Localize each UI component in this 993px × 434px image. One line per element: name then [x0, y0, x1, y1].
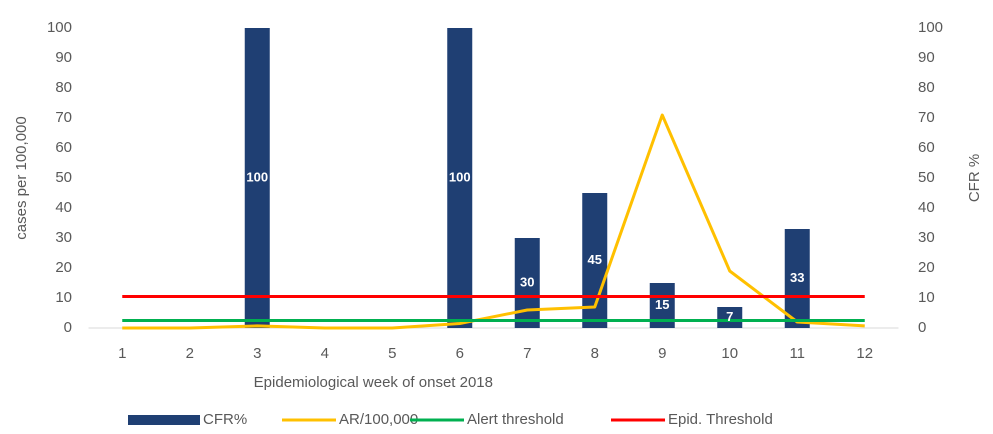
bar — [717, 307, 743, 328]
bar — [447, 28, 473, 328]
data-label: 100 — [246, 169, 268, 184]
x-tick-label: 8 — [591, 345, 599, 362]
data-label: 100 — [449, 169, 471, 184]
y2-tick-label: 20 — [918, 259, 935, 276]
data-label: 7 — [726, 309, 733, 324]
legend-label: Alert threshold — [467, 411, 564, 428]
y-tick-label: 60 — [55, 139, 72, 156]
y2-tick-label: 90 — [918, 49, 935, 66]
data-label: 33 — [790, 270, 804, 285]
x-tick-label: 9 — [658, 345, 666, 362]
y2-axis-title: CFR % — [966, 154, 983, 202]
legend-label: Epid. Threshold — [668, 411, 773, 428]
x-tick-label: 11 — [789, 345, 805, 362]
y2-tick-label: 100 — [918, 19, 943, 36]
y2-tick-label: 30 — [918, 229, 935, 246]
y-tick-label: 20 — [55, 259, 72, 276]
y2-tick-label: 0 — [918, 319, 926, 336]
y-tick-label: 70 — [55, 109, 72, 126]
y-tick-label: 80 — [55, 79, 72, 96]
x-tick-label: 3 — [253, 345, 261, 362]
y-tick-label: 10 — [55, 289, 72, 306]
y-tick-label: 100 — [47, 19, 72, 36]
legend-label: CFR% — [203, 411, 247, 428]
legend-label: AR/100,000 — [339, 411, 418, 428]
x-tick-label: 6 — [456, 345, 464, 362]
y-tick-label: 30 — [55, 229, 72, 246]
bar — [244, 28, 270, 328]
x-tick-label: 7 — [523, 345, 531, 362]
data-label: 45 — [588, 252, 602, 267]
y-tick-label: 40 — [55, 199, 72, 216]
x-tick-label: 4 — [321, 345, 329, 362]
y-tick-label: 0 — [64, 319, 72, 336]
y2-tick-label: 10 — [918, 289, 935, 306]
y-tick-label: 50 — [55, 169, 72, 186]
y2-tick-label: 60 — [918, 139, 935, 156]
x-tick-label: 5 — [388, 345, 396, 362]
x-tick-label: 1 — [118, 345, 126, 362]
x-tick-label: 12 — [856, 345, 873, 362]
y-axis-title: cases per 100,000 — [13, 116, 30, 239]
y2-tick-label: 40 — [918, 199, 935, 216]
y-tick-label: 90 — [55, 49, 72, 66]
data-label: 30 — [520, 274, 534, 289]
legend-swatch — [128, 415, 200, 425]
data-label: 15 — [655, 297, 669, 312]
bar — [784, 229, 810, 328]
y2-tick-label: 50 — [918, 169, 935, 186]
x-axis-title: Epidemiological week of onset 2018 — [254, 374, 493, 391]
x-tick-label: 10 — [721, 345, 738, 362]
y2-tick-label: 70 — [918, 109, 935, 126]
y2-tick-label: 80 — [918, 79, 935, 96]
x-tick-label: 2 — [186, 345, 194, 362]
line — [122, 113, 865, 330]
